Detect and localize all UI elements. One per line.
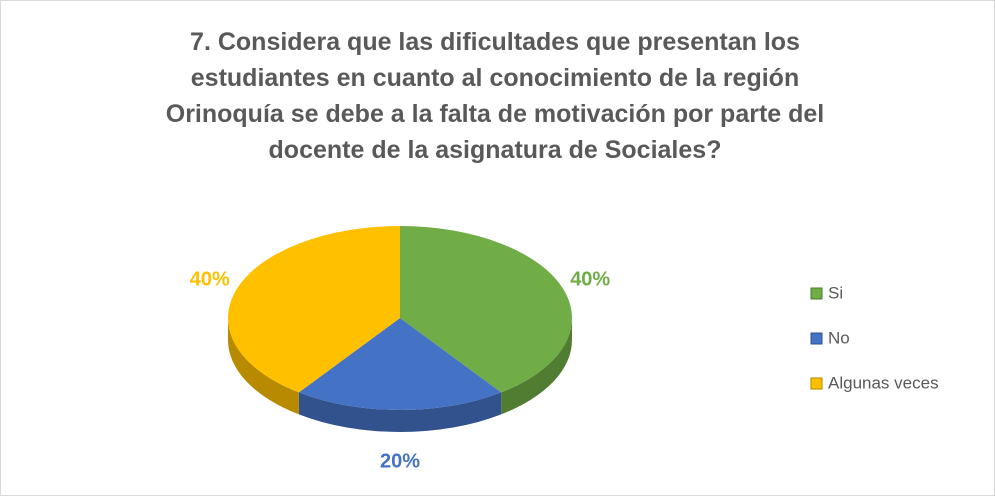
legend-marker	[810, 377, 823, 390]
slice-side	[228, 318, 299, 415]
slice-side	[298, 392, 502, 432]
legend-marker	[810, 287, 823, 300]
legend-label: No	[828, 328, 850, 347]
slice	[228, 226, 400, 393]
slice-side	[501, 318, 572, 415]
data-label: 40%	[190, 269, 230, 291]
chart-title: 7. Considera que las dificultades que pr…	[165, 28, 825, 164]
slice	[298, 318, 502, 410]
legend-label: Algunas veces	[828, 373, 939, 392]
data-label: 20%	[380, 450, 420, 472]
legend-label: Si	[828, 283, 843, 302]
data-label: 40%	[570, 269, 610, 291]
legend-marker	[810, 332, 823, 345]
slice	[400, 226, 572, 393]
